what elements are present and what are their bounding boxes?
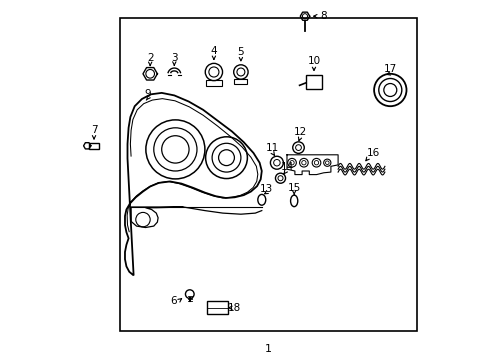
Text: 3: 3 <box>171 53 177 63</box>
Text: 1: 1 <box>264 344 271 354</box>
Text: 2: 2 <box>146 53 153 63</box>
Bar <box>205 80 222 86</box>
Text: 14: 14 <box>280 162 293 172</box>
Text: 17: 17 <box>383 64 396 74</box>
Text: 11: 11 <box>265 143 279 153</box>
Text: 6: 6 <box>169 296 176 306</box>
Text: 16: 16 <box>366 148 379 158</box>
Text: 8: 8 <box>320 11 326 21</box>
Text: 9: 9 <box>144 89 151 99</box>
Text: 12: 12 <box>293 127 306 138</box>
Bar <box>88 143 99 149</box>
Bar <box>305 75 321 89</box>
Text: 4: 4 <box>210 46 217 56</box>
Bar <box>207 301 227 314</box>
Text: 7: 7 <box>90 125 97 135</box>
Text: 13: 13 <box>259 184 272 194</box>
Text: 18: 18 <box>227 303 241 313</box>
Text: 10: 10 <box>307 56 320 66</box>
Bar <box>120 18 416 331</box>
Bar <box>234 79 247 84</box>
Text: 5: 5 <box>237 47 244 57</box>
Text: 15: 15 <box>287 183 300 193</box>
